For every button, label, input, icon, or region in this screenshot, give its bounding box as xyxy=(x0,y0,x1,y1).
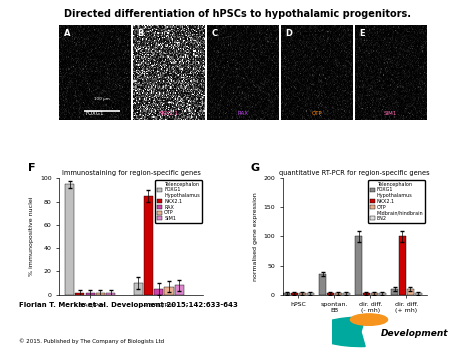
Bar xyxy=(291,294,298,295)
Y-axis label: % immunopositive nuclei: % immunopositive nuclei xyxy=(29,197,35,276)
Bar xyxy=(343,294,350,295)
Bar xyxy=(299,294,306,295)
Text: 100 μm: 100 μm xyxy=(94,97,110,101)
Legend: Telencephalon, FOXG1, Hypothalamus, NKX2.1, OTP, Midbrain/hindbrain, EN2: Telencephalon, FOXG1, Hypothalamus, NKX2… xyxy=(368,180,425,223)
Legend: Telencephalon, FOXG1, Hypothalamus, NKX2.1, RAX, OTP, SIM1: Telencephalon, FOXG1, Hypothalamus, NKX2… xyxy=(155,180,202,223)
Text: C: C xyxy=(211,29,218,38)
Text: Development: Development xyxy=(380,329,448,338)
Title: quantitative RT-PCR for region-specific genes: quantitative RT-PCR for region-specific … xyxy=(279,170,430,176)
Bar xyxy=(106,294,115,295)
Bar xyxy=(355,236,362,295)
Bar xyxy=(164,286,173,295)
Bar xyxy=(283,294,290,295)
Text: G: G xyxy=(251,163,260,173)
Text: © 2015. Published by The Company of Biologists Ltd: © 2015. Published by The Company of Biol… xyxy=(19,338,164,344)
Text: SIM1: SIM1 xyxy=(384,111,397,116)
Bar xyxy=(363,294,370,295)
Text: A: A xyxy=(64,29,70,38)
Text: NKX2.1: NKX2.1 xyxy=(159,111,179,116)
Bar xyxy=(379,294,386,295)
Bar xyxy=(319,274,326,295)
Bar xyxy=(407,289,414,295)
Bar xyxy=(134,283,143,295)
Wedge shape xyxy=(313,317,365,346)
Title: Immunostaining for region-specific genes: Immunostaining for region-specific genes xyxy=(62,170,201,176)
Bar xyxy=(371,294,378,295)
Bar xyxy=(307,294,314,295)
Bar xyxy=(144,196,153,295)
Bar xyxy=(391,289,398,295)
Text: FOXG1: FOXG1 xyxy=(86,111,104,116)
Bar xyxy=(96,294,105,295)
Text: Directed differentiation of hPSCs to hypothalamic progenitors.: Directed differentiation of hPSCs to hyp… xyxy=(64,9,410,19)
Text: OTP: OTP xyxy=(311,111,322,116)
Text: E: E xyxy=(359,29,365,38)
Text: Florian T. Merkle et al. Development 2015;142:633-643: Florian T. Merkle et al. Development 201… xyxy=(19,302,238,308)
Bar xyxy=(175,285,184,295)
Bar xyxy=(399,236,406,295)
Text: F: F xyxy=(27,163,35,173)
Bar xyxy=(335,294,342,295)
Circle shape xyxy=(350,314,388,325)
Bar xyxy=(415,294,422,295)
Bar xyxy=(327,294,334,295)
Y-axis label: normalised gene expression: normalised gene expression xyxy=(253,192,257,281)
Text: RAX: RAX xyxy=(237,111,248,116)
Bar xyxy=(65,184,74,295)
Bar xyxy=(154,289,163,295)
Text: B: B xyxy=(137,29,144,38)
Bar xyxy=(75,294,84,295)
Text: D: D xyxy=(285,29,292,38)
Bar xyxy=(86,294,95,295)
